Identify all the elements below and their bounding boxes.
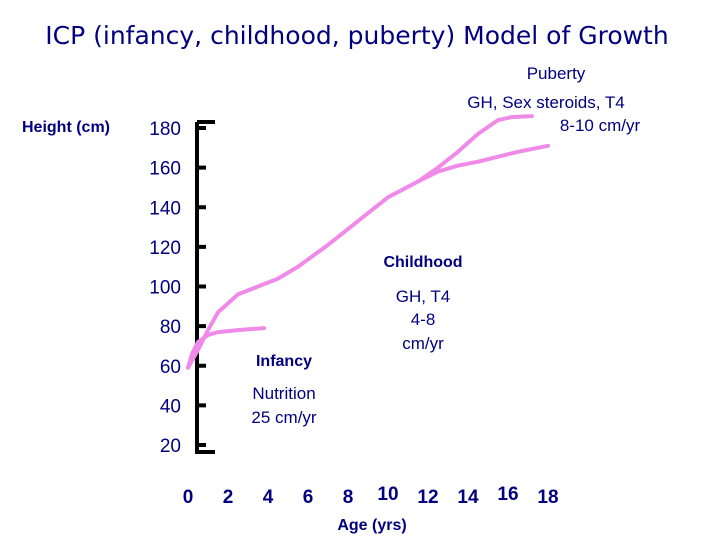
series-line-infancy [186, 326, 266, 370]
y-tick-label: 60 [160, 357, 181, 378]
infancy-detail-1: Nutrition [252, 384, 315, 403]
x-tick-label: 16 [497, 484, 518, 505]
x-tick-label: 2 [223, 487, 234, 508]
y-tick-label: 180 [149, 119, 181, 140]
x-tick-label: 4 [263, 487, 274, 508]
x-tick-label: 8 [343, 487, 354, 508]
x-tick-label: 14 [457, 487, 479, 508]
puberty-detail: GH, Sex steroids, T4 [467, 93, 624, 112]
y-tick-marks [197, 126, 206, 447]
y-axis [195, 120, 215, 454]
x-tick-label: 10 [377, 484, 398, 505]
y-tick-label: 160 [149, 159, 181, 180]
infancy-detail-2: 25 cm/yr [251, 408, 317, 427]
y-axis-label: Height (cm) [22, 119, 110, 136]
series-line-puberty [416, 114, 534, 184]
childhood-detail-1: GH, T4 [396, 287, 450, 306]
x-tick-label: 0 [183, 487, 194, 508]
y-tick-labels: 20 40 60 80 100 120 140 160 180 [149, 119, 181, 457]
y-tick-label: 140 [149, 198, 181, 219]
series-line-childhood [186, 179, 420, 370]
puberty-rate: 8-10 cm/yr [560, 116, 641, 135]
y-tick-label: 40 [160, 396, 181, 417]
y-tick-label: 80 [160, 317, 181, 338]
x-tick-label: 12 [417, 487, 438, 508]
y-tick-label: 100 [149, 278, 181, 299]
childhood-detail-3: cm/yr [402, 334, 444, 353]
puberty-title: Puberty [527, 64, 586, 83]
x-tick-label: 18 [537, 487, 558, 508]
x-tick-labels: 0 2 4 6 8 10 12 14 16 18 [183, 484, 559, 508]
chart-title: ICP (infancy, childhood, puberty) Model … [45, 21, 668, 50]
series-line-childhood-continued [416, 143, 550, 184]
y-tick-label: 120 [149, 238, 181, 259]
x-tick-label: 6 [303, 487, 314, 508]
childhood-title: Childhood [383, 254, 462, 271]
growth-curves [186, 114, 550, 370]
infancy-title: Infancy [256, 353, 312, 370]
x-axis-label: Age (yrs) [337, 517, 406, 534]
childhood-detail-2: 4-8 [411, 310, 436, 329]
y-tick-label: 20 [160, 436, 181, 457]
